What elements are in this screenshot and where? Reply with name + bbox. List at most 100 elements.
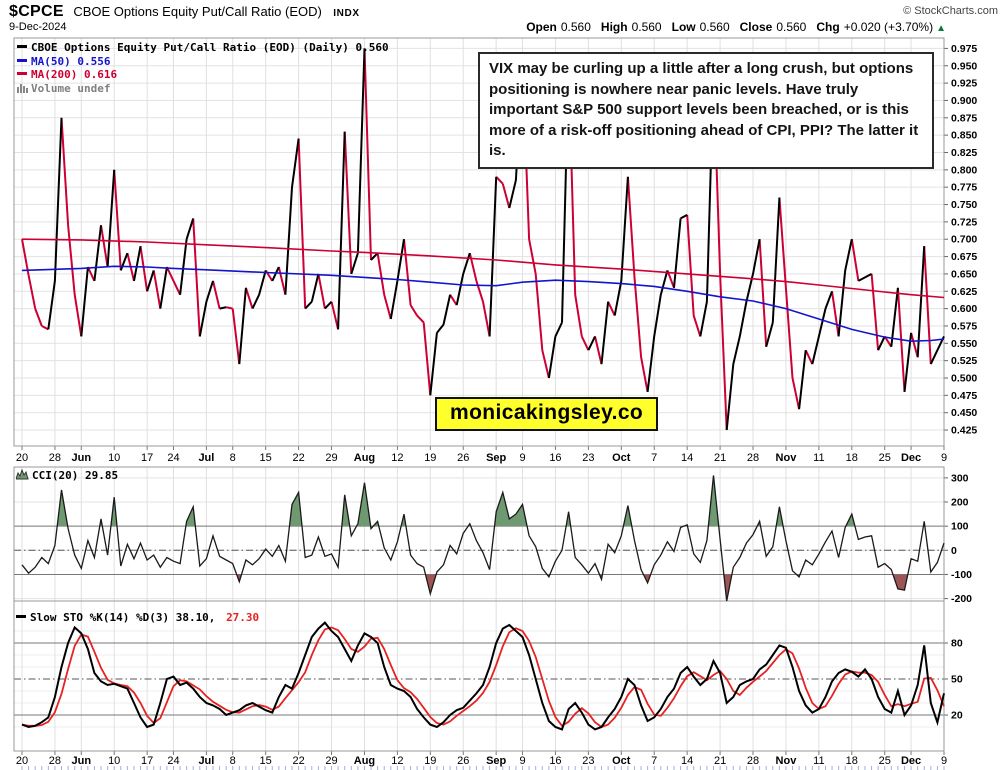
- svg-text:Oct: Oct: [612, 452, 631, 464]
- svg-text:Aug: Aug: [354, 452, 375, 464]
- svg-text:0.500: 0.500: [951, 373, 977, 385]
- chg-arrow-icon: ▲: [936, 23, 946, 34]
- cci-legend: CCI(20) 29.85: [15, 468, 118, 483]
- svg-text:300: 300: [951, 472, 969, 484]
- low-label: Low: [671, 20, 696, 34]
- svg-text:Dec: Dec: [901, 755, 921, 767]
- svg-text:25: 25: [879, 755, 891, 767]
- svg-text:0.625: 0.625: [951, 286, 977, 298]
- svg-text:15: 15: [260, 452, 272, 464]
- cci-series: [21, 475, 945, 602]
- low-value: 0.560: [699, 20, 730, 34]
- sto-series: [21, 621, 945, 731]
- svg-text:0.925: 0.925: [951, 78, 977, 90]
- svg-text:7: 7: [651, 452, 657, 464]
- svg-text:0: 0: [951, 545, 957, 557]
- sto-d-value: 27.30: [226, 611, 260, 624]
- svg-text:24: 24: [167, 755, 179, 767]
- svg-text:-100: -100: [951, 569, 972, 581]
- svg-text:100: 100: [951, 521, 969, 533]
- svg-text:16: 16: [549, 755, 561, 767]
- svg-text:14: 14: [681, 755, 693, 767]
- svg-text:11: 11: [813, 452, 824, 464]
- svg-text:21: 21: [714, 755, 726, 767]
- sto-swatch-icon: [16, 615, 26, 618]
- svg-text:24: 24: [167, 452, 179, 464]
- svg-text:10: 10: [108, 452, 120, 464]
- svg-text:8: 8: [230, 755, 236, 767]
- close-value: 0.560: [776, 20, 807, 34]
- svg-text:12: 12: [391, 452, 403, 464]
- annotation-box: VIX may be curling up a little after a l…: [478, 52, 934, 169]
- svg-text:Nov: Nov: [776, 755, 798, 767]
- svg-text:0.900: 0.900: [951, 95, 977, 107]
- svg-text:Oct: Oct: [612, 755, 631, 767]
- svg-text:9: 9: [519, 755, 525, 767]
- svg-text:9: 9: [519, 452, 525, 464]
- svg-text:0.750: 0.750: [951, 199, 977, 211]
- svg-text:17: 17: [141, 452, 153, 464]
- svg-text:22: 22: [292, 755, 304, 767]
- close-label: Close: [739, 20, 773, 34]
- open-label: Open: [526, 20, 557, 34]
- panel-borders: [13, 37, 945, 752]
- legend-ma50-row: MA(50) 0.556: [17, 55, 389, 69]
- svg-text:10: 10: [108, 755, 120, 767]
- ma200-line: [21, 238, 945, 299]
- main-chart-legend: CBOE Options Equity Put/Call Ratio (EOD)…: [17, 41, 389, 95]
- price-swatch-icon: [17, 45, 27, 48]
- svg-text:0.450: 0.450: [951, 407, 977, 419]
- chg-label: Chg: [816, 20, 840, 34]
- x-axis-labels: 20 20 28 28 Jun Jun 10 10 17 17 24 24 Jul Jul 8 8 15 15 22…: [16, 446, 947, 767]
- chart-date: 9-Dec-2024: [9, 21, 67, 33]
- svg-text:28: 28: [747, 755, 759, 767]
- open-value: 0.560: [560, 20, 591, 34]
- sto-legend-label: Slow STO %K(14) %D(3) 38.10,: [30, 611, 216, 624]
- svg-text:20: 20: [951, 710, 963, 722]
- cci-oversold-fill: [236, 574, 908, 601]
- svg-text:28: 28: [49, 452, 61, 464]
- watermark-text: monicakingsley.co: [450, 401, 644, 424]
- svg-text:50: 50: [951, 674, 963, 686]
- price-line-up: [47, 48, 945, 431]
- svg-text:80: 80: [951, 638, 963, 650]
- price-series: [21, 48, 945, 431]
- svg-text:Sep: Sep: [486, 452, 506, 464]
- svg-text:7: 7: [651, 755, 657, 767]
- svg-text:Sep: Sep: [486, 755, 506, 767]
- svg-text:26: 26: [457, 755, 469, 767]
- svg-text:0.875: 0.875: [951, 112, 977, 124]
- svg-text:0.700: 0.700: [951, 234, 977, 246]
- svg-text:Jul: Jul: [198, 452, 214, 464]
- svg-text:0.825: 0.825: [951, 147, 977, 159]
- svg-text:200: 200: [951, 497, 969, 509]
- svg-text:0.725: 0.725: [951, 216, 977, 228]
- svg-text:18: 18: [846, 452, 858, 464]
- svg-text:0.975: 0.975: [951, 43, 977, 55]
- annotation-text: VIX may be curling up a little after a l…: [489, 60, 919, 159]
- svg-text:15: 15: [260, 755, 272, 767]
- high-label: High: [600, 20, 628, 34]
- svg-text:Dec: Dec: [901, 452, 921, 464]
- svg-text:Jul: Jul: [198, 755, 214, 767]
- high-value: 0.560: [631, 20, 662, 34]
- svg-text:14: 14: [681, 452, 693, 464]
- legend-ma200-label: MA(200) 0.616: [31, 68, 118, 81]
- svg-text:29: 29: [325, 755, 337, 767]
- svg-text:Jun: Jun: [71, 755, 91, 767]
- svg-text:0.950: 0.950: [951, 60, 977, 72]
- svg-text:0.650: 0.650: [951, 268, 977, 280]
- svg-text:20: 20: [16, 452, 28, 464]
- watermark: monicakingsley.co: [435, 397, 659, 431]
- volume-bars-icon: [17, 83, 28, 93]
- svg-text:0.800: 0.800: [951, 164, 977, 176]
- svg-text:18: 18: [846, 755, 858, 767]
- legend-volume-row: Volume undef: [17, 82, 389, 96]
- exchange-label: INDX: [333, 8, 360, 19]
- svg-text:-200: -200: [951, 593, 972, 605]
- svg-text:19: 19: [424, 452, 436, 464]
- svg-text:22: 22: [292, 452, 304, 464]
- svg-text:26: 26: [457, 452, 469, 464]
- ma200-swatch-icon: [17, 72, 27, 75]
